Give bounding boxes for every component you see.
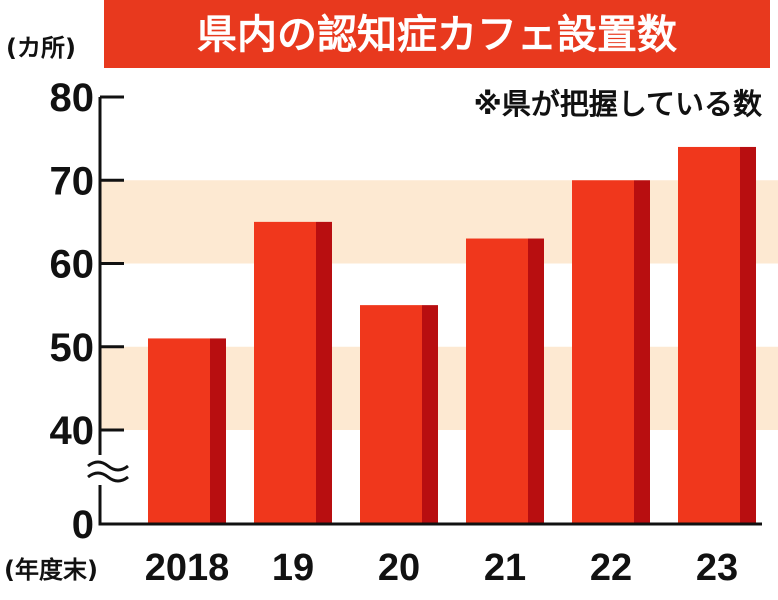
data-note: ※県が把握している数 bbox=[474, 87, 763, 121]
axis-break-mark-top bbox=[87, 460, 129, 472]
axis-break bbox=[86, 456, 129, 484]
x-tick-label: 2018 bbox=[145, 547, 230, 589]
x-tick-label: 22 bbox=[590, 547, 632, 589]
y-tick-label: 0 bbox=[72, 503, 94, 547]
bar-2018 bbox=[148, 338, 210, 524]
bar-side-20 bbox=[422, 305, 438, 524]
bar-22 bbox=[572, 180, 634, 524]
y-tick-label: 60 bbox=[50, 243, 95, 287]
y-axis-unit: (カ所) bbox=[6, 34, 76, 62]
x-tick-label: 20 bbox=[378, 547, 420, 589]
x-axis-unit: (年度末) bbox=[4, 556, 98, 584]
y-tick-label: 70 bbox=[50, 159, 95, 203]
bar-23 bbox=[678, 146, 740, 524]
note-background bbox=[370, 80, 768, 124]
bar-20 bbox=[360, 305, 422, 524]
chart-title: 県内の認知症カフェ設置数 bbox=[197, 12, 677, 58]
x-tick-label: 19 bbox=[272, 547, 314, 589]
y-tick-label: 80 bbox=[50, 76, 95, 120]
bar-side-23 bbox=[740, 146, 756, 524]
x-tick-label: 21 bbox=[484, 547, 526, 589]
x-tick-label: 23 bbox=[696, 547, 738, 589]
axis-break-mark-bottom bbox=[87, 471, 129, 483]
bars bbox=[148, 146, 756, 524]
title-banner bbox=[104, 0, 770, 68]
y-ticks: 80 70 60 50 40 0 bbox=[50, 76, 124, 547]
bar-19 bbox=[254, 221, 316, 524]
background-band bbox=[100, 263, 778, 347]
y-tick-label: 50 bbox=[50, 326, 95, 370]
bar-side-2018 bbox=[210, 338, 226, 524]
y-tick-label: 40 bbox=[50, 409, 95, 453]
bar-side-19 bbox=[316, 221, 332, 524]
background-band bbox=[100, 180, 778, 264]
bar-side-22 bbox=[634, 180, 650, 524]
bar-21 bbox=[466, 238, 528, 524]
x-ticks: 2018 19 20 21 22 23 bbox=[145, 547, 738, 589]
bar-side-21 bbox=[528, 238, 544, 524]
